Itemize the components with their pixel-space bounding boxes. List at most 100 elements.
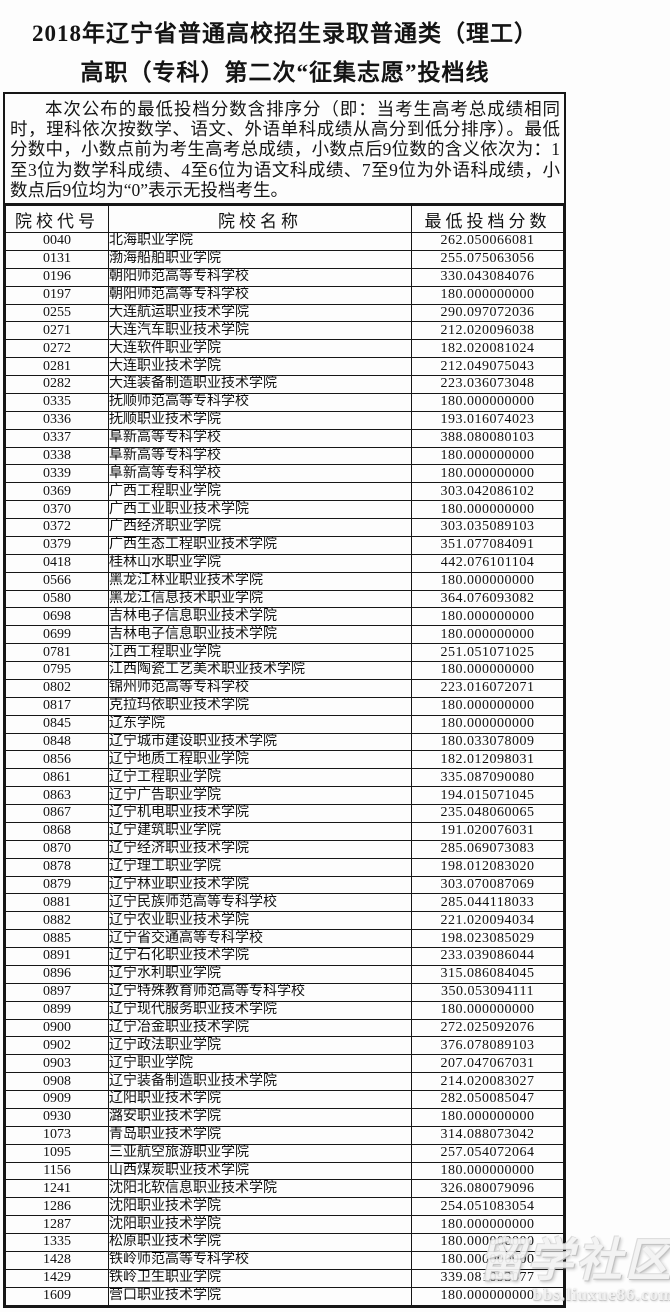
table-row: 0336 抚顺职业技术学院 193.016074023 [5,410,564,430]
min-score: 182.012098031 [411,750,564,770]
min-score: 180.000000000 [411,464,564,484]
min-score: 254.051083054 [411,1197,564,1217]
table-row: 0882 辽宁农业职业技术学院 221.020094034 [5,911,564,931]
college-code: 1428 [5,1250,109,1270]
college-code: 0131 [5,249,109,269]
table-row: 0272 大连软件职业学院 182.020081024 [5,339,564,359]
college-code: 0781 [5,643,109,662]
min-score: 442.076101104 [411,553,564,573]
table-row: 0897 辽宁特殊教育师范高等专科学校 350.053094111 [5,982,564,1002]
college-code: 0930 [5,1107,109,1127]
college-name: 沈阳北软信息职业技术学院 [108,1179,412,1199]
college-name: 抚顺职业技术学院 [108,410,412,430]
min-score: 180.033078009 [411,732,564,752]
min-score: 214.020083027 [411,1072,564,1091]
college-code: 0040 [5,232,109,251]
college-code: 0255 [5,303,109,323]
min-score: 262.050066081 [411,232,564,251]
college-name: 大连汽车职业技术学院 [108,321,412,341]
min-score: 180.000000000 [411,500,564,519]
table-row: 0817 克拉玛依职业技术学院 180.000000000 [5,696,564,716]
college-name: 克拉玛依职业技术学院 [108,696,412,716]
college-name: 辽阳职业技术学院 [108,1090,412,1109]
table-row: 0255 大连航运职业技术学院 290.097072036 [5,303,564,323]
table-row: 0566 黑龙江林业职业技术学院 180.000000000 [5,571,564,591]
college-code: 1095 [5,1143,109,1163]
table-row: 0379 广西生态工程职业技术学院 351.077084091 [5,535,564,555]
college-name: 山西煤炭职业技术学院 [108,1161,412,1181]
college-code: 0863 [5,786,109,805]
column-header-college-code: 院校代号 [5,205,109,233]
college-code: 0281 [5,357,109,376]
college-name: 辽宁省交通高等专科学校 [108,929,412,948]
min-score: 180.000000000 [411,1233,564,1252]
page-title-line2: 高职（专科）第二次“征集志愿”投档线 [80,60,490,85]
table-row: 0369 广西工程职业学院 303.042086102 [5,482,564,502]
college-code: 0891 [5,947,109,966]
min-score: 191.020076031 [411,821,564,841]
college-name: 朝阳师范高等专科学校 [108,285,412,305]
college-code: 0379 [5,535,109,555]
college-name: 大连职业技术学院 [108,357,412,376]
table-row: 0885 辽宁省交通高等专科学校 198.023085029 [5,929,564,948]
college-code: 0580 [5,589,109,609]
college-name: 辽宁民族师范高等专科学校 [108,893,412,913]
min-score: 303.070087069 [411,875,564,895]
college-code: 0698 [5,607,109,627]
min-score: 180.000000000 [411,446,564,466]
table-row: 1287 沈阳职业技术学院 180.000000000 [5,1215,564,1234]
college-code: 0861 [5,768,109,788]
college-name: 朝阳师范高等专科学校 [108,267,412,287]
table-row: 0281 大连职业技术学院 212.049075043 [5,357,564,376]
min-score: 235.048060065 [411,804,564,823]
min-score: 272.025092076 [411,1018,564,1038]
college-name: 辽宁农业职业技术学院 [108,911,412,931]
college-name: 辽宁冶金职业技术学院 [108,1018,412,1038]
min-score: 221.020094034 [411,911,564,931]
table-row: 1428 铁岭师范高等专科学校 180.000000000 [5,1250,564,1270]
college-name: 辽宁特殊教育师范高等专科学校 [108,982,412,1002]
college-code: 0817 [5,696,109,716]
college-name: 黑龙江林业职业技术学院 [108,571,412,591]
table-row: 0903 辽宁职业学院 207.047067031 [5,1054,564,1074]
table-row: 0698 吉林电子信息职业技术学院 180.000000000 [5,607,564,627]
min-score: 303.035089103 [411,518,564,537]
college-code: 0896 [5,964,109,984]
min-score: 315.086084045 [411,964,564,984]
table-body: 0040 北海职业学院 262.050066081 0131 渤海船舶职业学院 255.0… [5,232,564,1306]
min-score: 388.080080103 [411,428,564,448]
college-code: 0868 [5,821,109,841]
table-row: 0879 辽宁林业职业技术学院 303.070087069 [5,875,564,895]
table-row: 1429 铁岭卫生职业学院 339.081093077 [5,1268,564,1288]
min-score: 233.039086044 [411,947,564,966]
college-code: 1241 [5,1179,109,1199]
college-code: 0845 [5,714,109,734]
college-name: 辽宁机电职业技术学院 [108,804,412,823]
table-row: 0878 辽宁理工职业学院 198.012083020 [5,857,564,877]
min-score: 180.000000000 [411,607,564,627]
college-code: 0908 [5,1072,109,1091]
table-row: 0845 辽东学院 180.000000000 [5,714,564,734]
column-header-min-score: 最低投档分数 [411,205,564,233]
table-row: 0867 辽宁机电职业技术学院 235.048060065 [5,804,564,823]
college-code: 0271 [5,321,109,341]
college-code: 0897 [5,982,109,1002]
table-row: 0870 辽宁经济职业技术学院 285.069073083 [5,839,564,859]
college-name: 青岛职业技术学院 [108,1125,412,1145]
college-name: 江西陶瓷工艺美术职业技术学院 [108,661,412,680]
table-row: 1095 三亚航空旅游职业学院 257.054072064 [5,1143,564,1163]
min-score: 303.042086102 [411,482,564,502]
college-name: 吉林电子信息职业技术学院 [108,607,412,627]
college-code: 0272 [5,339,109,359]
column-header-college-name: 院校名称 [108,205,412,233]
college-name: 辽宁工程职业学院 [108,768,412,788]
college-name: 辽宁政法职业学院 [108,1036,412,1056]
college-code: 0900 [5,1018,109,1038]
table-row: 1156 山西煤炭职业技术学院 180.000000000 [5,1161,564,1181]
min-score: 285.069073083 [411,839,564,859]
college-name: 辽宁经济职业技术学院 [108,839,412,859]
table-row: 0863 辽宁广告职业学院 194.015071045 [5,786,564,805]
college-name: 阜新高等专科学校 [108,428,412,448]
college-name: 锦州师范高等专科学校 [108,678,412,698]
